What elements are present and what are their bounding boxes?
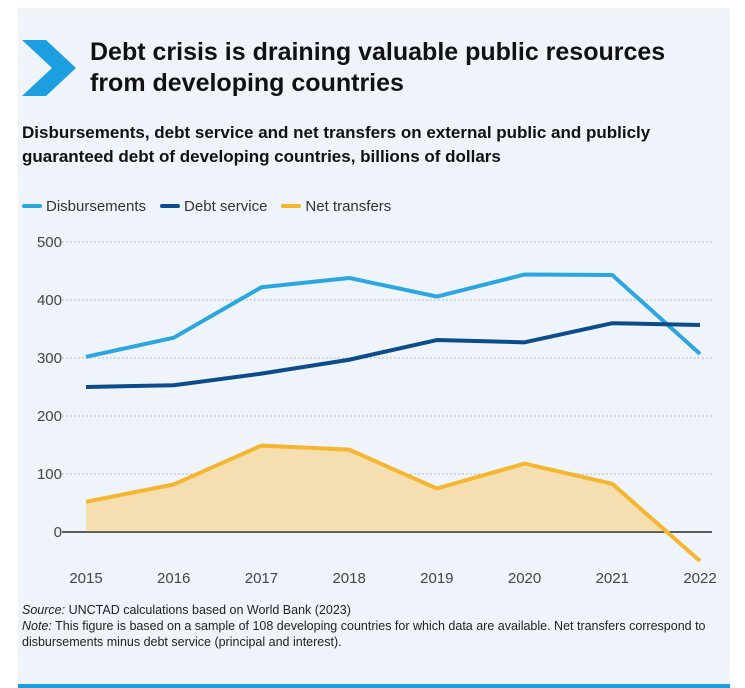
footnote: Source: UNCTAD calculations based on Wor…	[22, 602, 712, 650]
source-label: Source:	[22, 603, 66, 617]
net-transfers-line	[85, 443, 702, 563]
x-tick-label: 2017	[245, 570, 278, 587]
x-tick-label: 2018	[332, 570, 365, 587]
chart-subtitle: Disbursements, debt service and net tran…	[22, 123, 651, 166]
legend-item-disbursements: Disbursements	[22, 198, 146, 215]
x-tick-label: 2016	[157, 570, 190, 587]
legend-label-net-transfers: Net transfers	[305, 197, 392, 215]
net-transfers-area	[86, 445, 668, 532]
disbursements-line	[85, 272, 702, 359]
note-label: Note:	[22, 619, 52, 633]
x-tick-label: 2021	[596, 570, 629, 587]
bottom-accent-rule	[18, 684, 730, 688]
x-tick-label: 2020	[508, 570, 541, 587]
legend-swatch-debt-service	[160, 204, 181, 208]
source-line: Source: UNCTAD calculations based on Wor…	[22, 602, 712, 618]
y-tick-label: 200	[37, 408, 62, 425]
y-tick-label: 500	[37, 234, 62, 251]
x-tick-label: 2019	[420, 570, 453, 587]
legend-item-debt-service: Debt service	[160, 198, 267, 215]
legend-item-net-transfers: Net transfers	[281, 198, 391, 215]
x-tick-label: 2015	[69, 570, 102, 587]
legend-swatch-net-transfers	[281, 204, 302, 208]
y-tick-label: 300	[37, 350, 62, 367]
legend: Disbursements Debt service Net transfers	[22, 196, 405, 216]
legend-label-debt-service: Debt service	[184, 197, 268, 215]
x-tick-label: 2022	[683, 570, 716, 587]
legend-label-disbursements: Disbursements	[46, 197, 147, 215]
y-tick-label: 0	[54, 524, 62, 541]
legend-swatch-disbursements	[22, 204, 42, 208]
source-text: UNCTAD calculations based on World Bank …	[68, 603, 351, 617]
y-tick-label: 100	[37, 466, 62, 483]
chevron-icon	[22, 40, 76, 96]
note-line: Note: This figure is based on a sample o…	[22, 618, 712, 650]
debt-service-line	[85, 321, 701, 389]
note-text: This figure is based on a sample of 108 …	[22, 619, 706, 649]
chart-title: Debt crisis is draining valuable public …	[90, 38, 666, 97]
y-tick-label: 400	[37, 292, 62, 309]
